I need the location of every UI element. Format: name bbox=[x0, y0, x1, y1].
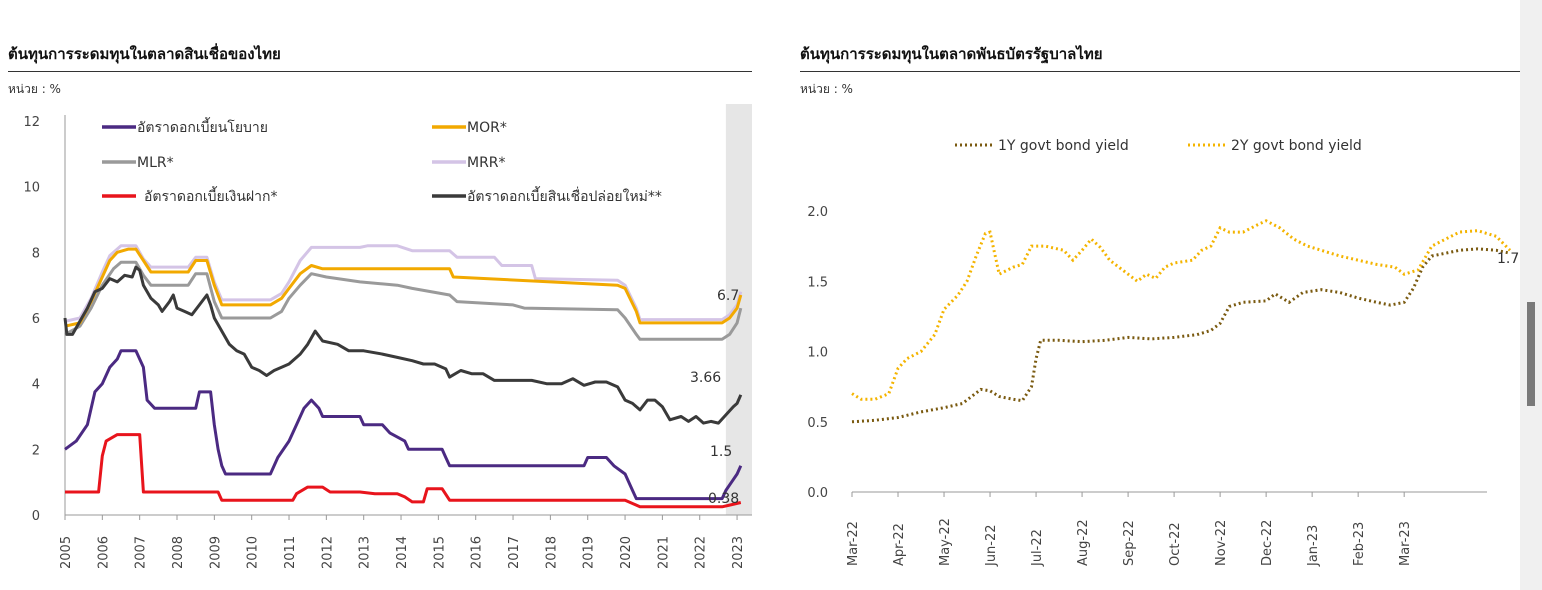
x-tick-label: Sep-22 bbox=[1122, 520, 1137, 566]
x-tick-label: Mar-23 bbox=[1398, 521, 1413, 566]
y-tick-label: 8 bbox=[32, 246, 40, 261]
x-tick-label: 2008 bbox=[171, 536, 186, 569]
legend-label-y1: 1Y govt bond yield bbox=[998, 138, 1129, 154]
legend-label-mlr: MLR* bbox=[137, 155, 174, 171]
x-tick-label: May-22 bbox=[938, 518, 953, 566]
series-line-mrr bbox=[64, 244, 743, 323]
legend-label-policy: อัตราดอกเบี้ยนโยบาย bbox=[137, 117, 268, 136]
legend-label-mrr: MRR* bbox=[467, 155, 506, 171]
x-tick-label: Apr-22 bbox=[892, 523, 907, 566]
x-tick-label: Aug-22 bbox=[1076, 519, 1091, 566]
legend-label-mor: MOR* bbox=[467, 120, 507, 136]
series-line-y1 bbox=[851, 247, 1511, 424]
x-tick-label: Jun-22 bbox=[984, 524, 999, 567]
x-tick-label: 2009 bbox=[208, 536, 223, 569]
x-tick-label: Jul-22 bbox=[1030, 529, 1045, 567]
data-label: 0.38 bbox=[708, 491, 739, 507]
data-label: 6.7 bbox=[717, 288, 739, 304]
x-tick-label: 2012 bbox=[320, 536, 335, 569]
y-tick-label: 2 bbox=[32, 443, 40, 458]
y-tick-label: 10 bbox=[23, 181, 40, 196]
right-chart-unit: หน่วย : % bbox=[800, 82, 853, 96]
y-tick-label: 0 bbox=[32, 509, 40, 524]
x-tick-label: 2015 bbox=[432, 536, 447, 569]
x-tick-label: 2021 bbox=[656, 536, 671, 569]
series-line-deposit bbox=[65, 433, 742, 509]
series-line-y2 bbox=[851, 219, 1512, 401]
y-tick-label: 2.0 bbox=[807, 205, 828, 220]
x-tick-label: Feb-23 bbox=[1352, 522, 1367, 566]
vertical-scrollbar[interactable] bbox=[1520, 0, 1542, 590]
legend-label-y2: 2Y govt bond yield bbox=[1231, 138, 1362, 154]
x-tick-label: 2020 bbox=[619, 536, 634, 569]
data-label: 1.5 bbox=[710, 444, 732, 460]
right-title-rule bbox=[800, 71, 1520, 72]
series-line-mlr bbox=[64, 260, 743, 341]
right-chart-svg: 0.0 0.5 1.0 1.5 2.0 Mar-22 Apr-22 May-22 Jun-22 J… bbox=[807, 138, 1519, 567]
x-tick-label: Mar-22 bbox=[846, 521, 861, 566]
scrollbar-thumb[interactable] bbox=[1527, 302, 1535, 406]
series-line-mor bbox=[64, 247, 743, 328]
y-tick-label: 1.0 bbox=[807, 346, 828, 361]
y-tick-label: 6 bbox=[32, 312, 40, 327]
x-tick-label: 2007 bbox=[134, 536, 149, 569]
series-line-newloan bbox=[63, 265, 743, 425]
x-tick-label: 2023 bbox=[731, 536, 746, 569]
y-tick-label: 0.5 bbox=[807, 416, 828, 431]
y-tick-label: 1.5 bbox=[807, 275, 828, 290]
left-chart-title: ต้นทุนการระดมทุนในตลาดสินเชื่อของไทย bbox=[8, 45, 281, 63]
x-tick-label: 2017 bbox=[507, 536, 522, 569]
right-chart-title: ต้นทุนการระดมทุนในตลาดพันธบัตรรัฐบาลไทย bbox=[800, 45, 1103, 63]
x-tick-label: 2011 bbox=[283, 536, 298, 569]
data-label: 1.7 bbox=[1497, 251, 1519, 267]
legend-label-newloan: อัตราดอกเบี้ยสินเชื่อปล่อยใหม่** bbox=[467, 186, 662, 205]
left-chart-panel: ต้นทุนการระดมทุนในตลาดสินเชื่อของไทย หน่… bbox=[0, 0, 760, 590]
x-tick-label: 2018 bbox=[544, 536, 559, 569]
data-label: 3.66 bbox=[690, 370, 721, 386]
x-tick-label: 2016 bbox=[470, 536, 485, 569]
x-tick-label: 2014 bbox=[395, 536, 410, 569]
series-line-policy bbox=[64, 349, 743, 501]
x-tick-label: 2013 bbox=[358, 536, 373, 569]
left-chart-svg: 0 2 4 6 8 10 12 2005 2006 2007 2008 2009 2010 2011 201… bbox=[23, 104, 752, 569]
x-tick-label: 2019 bbox=[582, 536, 597, 569]
x-tick-label: Oct-22 bbox=[1168, 522, 1183, 566]
y-tick-label: 4 bbox=[32, 378, 40, 393]
x-tick-label: Jan-23 bbox=[1306, 525, 1321, 567]
x-tick-label: 2006 bbox=[96, 536, 111, 569]
x-tick-label: 2022 bbox=[694, 536, 709, 569]
y-tick-label: 12 bbox=[23, 115, 40, 130]
x-tick-label: Nov-22 bbox=[1214, 520, 1229, 566]
x-tick-label: Dec-22 bbox=[1260, 520, 1275, 566]
x-tick-label: 2005 bbox=[59, 536, 74, 569]
y-tick-label: 0.0 bbox=[807, 486, 828, 501]
legend-label-deposit: อัตราดอกเบี้ยเงินฝาก* bbox=[144, 186, 277, 205]
x-tick-label: 2010 bbox=[246, 536, 261, 569]
right-chart-panel: ต้นทุนการระดมทุนในตลาดพันธบัตรรัฐบาลไทย … bbox=[790, 0, 1520, 590]
left-chart-unit: หน่วย : % bbox=[8, 82, 61, 96]
left-title-rule bbox=[8, 71, 752, 72]
